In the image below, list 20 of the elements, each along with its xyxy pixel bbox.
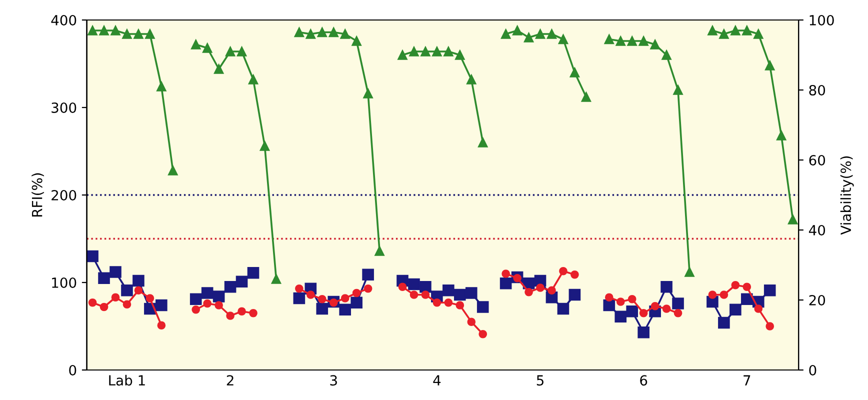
- y-tick-label: 0: [69, 364, 76, 376]
- y2-tick-label: 0: [809, 364, 816, 376]
- y-axis-title: RFI(%): [32, 173, 44, 217]
- y2-tick-label: 80: [809, 84, 826, 96]
- y-tick-label: 300: [52, 102, 76, 113]
- x-tick-label: 2: [226, 375, 234, 386]
- x-tick-label: 7: [744, 375, 750, 386]
- x-tick-label: 4: [433, 375, 441, 386]
- x-tick-label: 3: [330, 375, 337, 386]
- x-tick-label: 5: [536, 375, 544, 386]
- x-tick-label: 6: [640, 375, 648, 386]
- x-tick-label: Lab 1: [109, 374, 145, 386]
- y2-tick-label: 60: [809, 154, 826, 166]
- y-tick-label: 400: [51, 14, 76, 26]
- y-tick-label: 100: [52, 277, 76, 288]
- y2-tick-label: 20: [809, 294, 826, 306]
- y2-tick-label: 100: [810, 14, 834, 26]
- y2-axis-title: Viability(%): [840, 156, 854, 235]
- y2-tick-label: 40: [808, 224, 826, 236]
- y-tick-label: 200: [52, 190, 76, 200]
